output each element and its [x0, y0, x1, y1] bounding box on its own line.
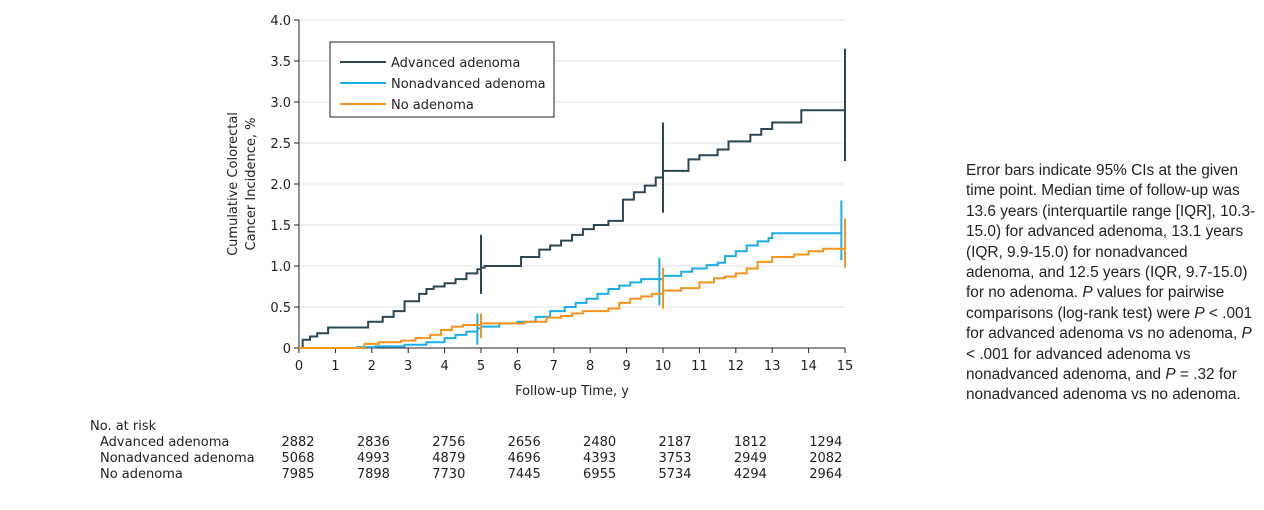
risk-value: 2656 [508, 435, 541, 450]
x-tick-label: 2 [368, 359, 376, 374]
note-p-4: P [1165, 366, 1176, 384]
axes: 00.51.01.52.02.53.03.54.00 1 2 3 4 5 6 7 8 9 10 11 1… [226, 14, 853, 399]
risk-value: 1294 [809, 435, 842, 450]
x-tick-label: 11 [691, 359, 708, 374]
x-tick-label: 9 [622, 359, 630, 374]
y-tick-label: 4.0 [270, 14, 291, 29]
y-tick-label: 2.0 [270, 178, 291, 193]
risk-value: 2187 [658, 435, 691, 450]
legend: Advanced adenoma Nonadvanced adenoma No ad… [329, 41, 555, 118]
risk-value: 7898 [357, 467, 390, 482]
risk-value: 7985 [281, 467, 314, 482]
y-tick-label: 1.5 [270, 219, 291, 234]
legend-label: Nonadvanced adenoma [391, 77, 546, 92]
x-axis-title: Follow-up Time, y [515, 384, 629, 399]
risk-value: 5068 [281, 451, 314, 466]
series-line [299, 109, 845, 349]
x-tick-label: 7 [550, 359, 558, 374]
note-text-4: < .001 for advanced adenoma vs nonadvanc… [966, 345, 1191, 384]
risk-value: 7730 [432, 467, 465, 482]
risk-value: 4879 [432, 451, 465, 466]
risk-row-label: No adenoma [100, 467, 183, 482]
risk-value: 4393 [583, 451, 616, 466]
x-tick-label: 10 [655, 359, 672, 374]
note-text-2: values for pairwise comparisons (log-ran… [966, 284, 1225, 322]
figure-note: Error bars indicate 95% CIs at the given… [966, 161, 1256, 406]
risk-row-label: Advanced adenoma [100, 435, 229, 450]
risk-value: 7445 [508, 467, 541, 482]
x-tick-label: 1 [331, 359, 339, 374]
y-tick-label: 3.5 [270, 55, 291, 70]
risk-value: 4294 [734, 467, 767, 482]
risk-value: 2480 [583, 435, 616, 450]
y-tick-label: 3.0 [270, 96, 291, 111]
note-p-3: P [1241, 325, 1252, 343]
series-line [299, 232, 842, 349]
x-tick-label: 12 [728, 359, 745, 374]
risk-value: 2756 [432, 435, 465, 450]
risk-row-label: Nonadvanced adenoma [100, 451, 255, 466]
x-tick-label: 0 [295, 359, 303, 374]
risk-value: 2949 [734, 451, 767, 466]
x-tick-label: 6 [513, 359, 521, 374]
x-tick-label: 13 [764, 359, 781, 374]
risk-value: 2836 [357, 435, 390, 450]
risk-value: 6955 [583, 467, 616, 482]
legend-label: Advanced adenoma [391, 56, 520, 71]
y-axis-title-line: Cumulative Colorectal [226, 112, 241, 256]
x-tick-label: 3 [404, 359, 412, 374]
note-p-1: P [1082, 284, 1093, 302]
risk-value: 3753 [658, 451, 691, 466]
y-tick-label: 0 [283, 342, 291, 357]
x-tick-label: 5 [477, 359, 485, 374]
risk-title: No. at risk [90, 419, 157, 434]
risk-value: 1812 [734, 435, 767, 450]
risk-value: 2964 [809, 467, 842, 482]
risk-value: 5734 [658, 467, 691, 482]
x-tick-label: 15 [837, 359, 854, 374]
x-tick-label: 8 [586, 359, 594, 374]
y-tick-label: 0.5 [270, 301, 291, 316]
risk-value: 4993 [357, 451, 390, 466]
x-tick-label: 4 [440, 359, 448, 374]
series-line [299, 247, 846, 349]
risk-value: 4696 [508, 451, 541, 466]
risk-value: 2082 [809, 451, 842, 466]
note-text-3: < .001 for advanced adenoma vs no adenom… [966, 304, 1253, 343]
note-text-1: Error bars indicate 95% CIs at the given… [966, 162, 1256, 302]
legend-label: No adenoma [391, 98, 474, 113]
note-p-2: P [1194, 304, 1205, 322]
y-axis-title-line: Cancer Incidence, % [244, 118, 259, 251]
note-text-5: = .32 for nonadvanced adenoma vs no aden… [966, 366, 1241, 404]
series-layer [299, 48, 846, 349]
y-tick-label: 2.5 [270, 137, 291, 152]
x-tick-label: 14 [800, 359, 817, 374]
y-tick-label: 1.0 [270, 260, 291, 275]
risk-value: 2882 [281, 435, 314, 450]
